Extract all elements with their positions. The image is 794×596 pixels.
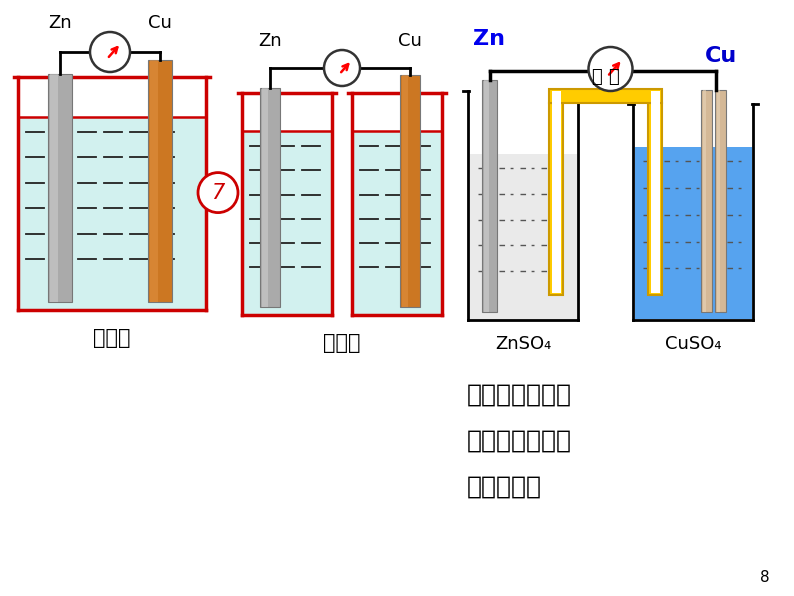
Text: 7: 7: [211, 182, 225, 203]
Polygon shape: [634, 147, 751, 319]
Polygon shape: [244, 131, 330, 314]
Polygon shape: [482, 80, 497, 312]
Text: CuSO₄: CuSO₄: [665, 335, 721, 353]
Polygon shape: [20, 117, 205, 309]
Text: Zn: Zn: [258, 32, 282, 50]
Circle shape: [198, 173, 238, 213]
Polygon shape: [715, 90, 726, 312]
Text: Cu: Cu: [148, 14, 172, 32]
Text: 硫酸铜: 硫酸铜: [93, 328, 131, 348]
Circle shape: [588, 47, 633, 91]
Text: 盐 桥: 盐 桥: [592, 68, 619, 86]
Text: 此电池的优点：: 此电池的优点：: [467, 383, 572, 407]
Polygon shape: [260, 88, 280, 307]
Polygon shape: [650, 91, 660, 293]
Circle shape: [324, 50, 360, 86]
Text: Cu: Cu: [398, 32, 422, 50]
Text: ZnSO₄: ZnSO₄: [495, 335, 551, 353]
Text: 8: 8: [760, 570, 770, 585]
Polygon shape: [353, 131, 441, 314]
Polygon shape: [148, 60, 172, 302]
Text: Cu: Cu: [705, 46, 737, 66]
Text: Zn: Zn: [473, 29, 506, 49]
Polygon shape: [549, 89, 662, 103]
Polygon shape: [400, 75, 420, 307]
Text: 定的电流。: 定的电流。: [467, 475, 542, 499]
Circle shape: [90, 32, 130, 72]
Polygon shape: [648, 103, 662, 295]
Text: 能产生持续、稳: 能产生持续、稳: [467, 429, 572, 453]
Text: Zn: Zn: [48, 14, 71, 32]
Polygon shape: [701, 90, 712, 312]
Polygon shape: [48, 74, 72, 302]
Polygon shape: [552, 91, 561, 293]
Polygon shape: [549, 103, 563, 295]
Text: 硫酸铜: 硫酸铜: [323, 333, 360, 353]
Polygon shape: [469, 154, 576, 319]
